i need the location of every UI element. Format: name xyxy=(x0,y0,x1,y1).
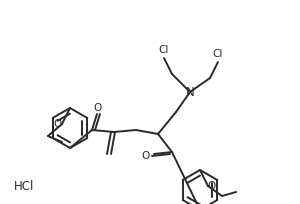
Text: O: O xyxy=(54,119,62,129)
Text: O: O xyxy=(142,151,150,161)
Text: Cl: Cl xyxy=(213,49,223,59)
Text: O: O xyxy=(94,103,102,113)
Text: N: N xyxy=(186,85,194,99)
Text: O: O xyxy=(208,181,216,191)
Text: Cl: Cl xyxy=(159,45,169,55)
Text: HCl: HCl xyxy=(14,180,34,193)
